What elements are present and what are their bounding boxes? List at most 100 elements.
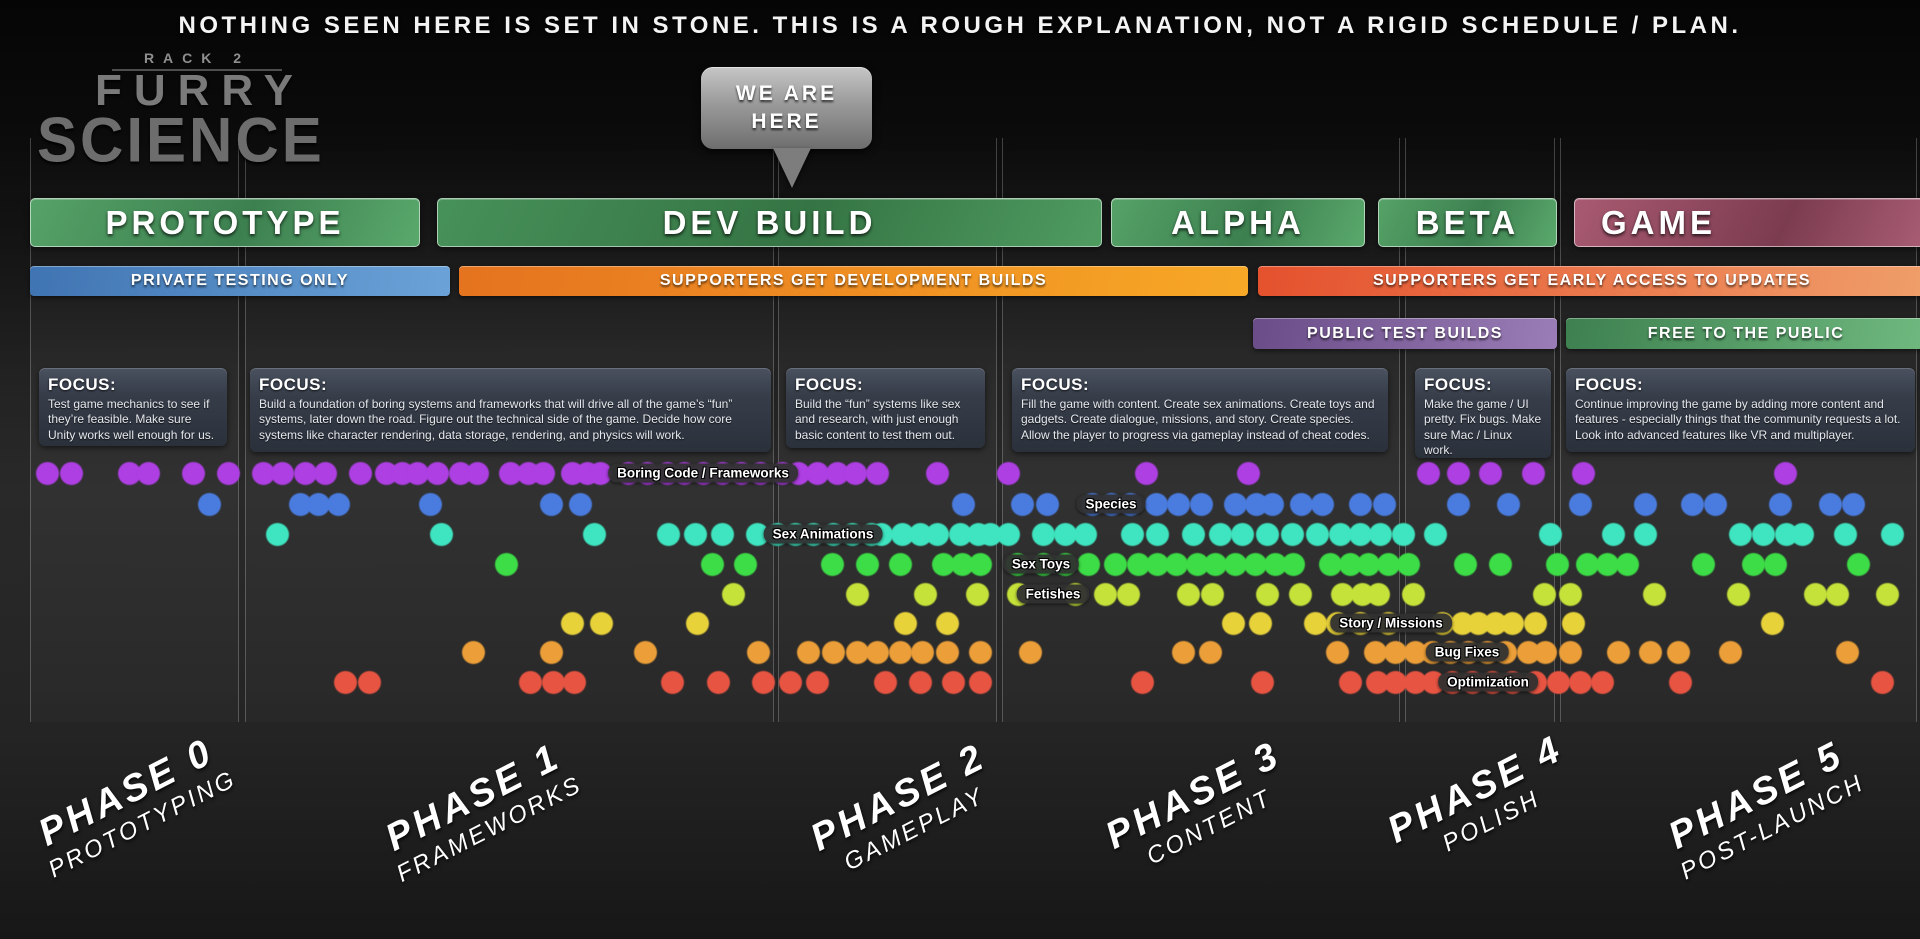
dot-species [539,492,563,516]
dot-species [1223,492,1247,516]
dot-fetishes [845,582,869,606]
focus-heading: FOCUS: [48,375,117,394]
focus-body: Build a foundation of boring systems and… [259,397,733,442]
dot-species [1166,492,1190,516]
dot-optimization [1668,670,1692,694]
dot-bug-fixes [1718,640,1742,664]
dot-sex-toys [1691,552,1715,576]
dot-sex-animations [683,522,707,546]
dot-species [1568,492,1592,516]
dot-boring-code [588,461,612,485]
dot-optimization [518,670,542,694]
dot-bug-fixes [461,640,485,664]
dot-story-missions [1466,611,1490,635]
focus-box-phase4: FOCUS: Make the game / UI pretty. Fix bu… [1415,368,1551,458]
dot-sex-toys [1126,552,1150,576]
dot-species [1010,492,1034,516]
dot-boring-code [35,461,59,485]
we-are-here-bubble: WE ARE HERE [701,67,872,149]
dot-sex-toys [1356,552,1380,576]
dot-bug-fixes [796,640,820,664]
dot-bug-fixes [865,640,889,664]
logo-science-text: SCIENCE [37,105,325,176]
dot-boring-code [425,461,449,485]
phase-label-0: PHASE 0 PROTOTYPING [0,692,309,919]
phase-label-2: PHASE 2 GAMEPLAY [729,697,1082,924]
dot-optimization [1568,670,1592,694]
dot-sex-animations [925,522,949,546]
dot-story-missions [893,611,917,635]
dot-boring-code [825,461,849,485]
dot-boring-code [865,461,889,485]
focus-box-phase2: FOCUS: Build the “fun” systems like sex … [786,368,985,448]
dot-sex-toys [931,552,955,576]
dot-bug-fixes [539,640,563,664]
dot-optimization [1403,670,1427,694]
dot-species [1768,492,1792,516]
dot-sex-toys [1164,552,1188,576]
dot-sex-toys [1263,552,1287,576]
dot-sex-toys [1763,552,1787,576]
dot-sex-animations [1601,522,1625,546]
dot-boring-code [1236,461,1260,485]
dot-sex-animations [1790,522,1814,546]
dot-bug-fixes [968,640,992,664]
dot-fetishes [1116,582,1140,606]
disclaimer-title: NOTHING SEEN HERE IS SET IN STONE. THIS … [178,12,1742,39]
dot-boring-code [251,461,275,485]
dot-sex-animations [1053,522,1077,546]
dot-optimization [873,670,897,694]
dot-bug-fixes [633,640,657,664]
dot-sex-animations [745,522,769,546]
dot-sex-animations [1120,522,1144,546]
dot-species [1310,492,1334,516]
dot-sex-toys [1575,552,1599,576]
dot-boring-code [117,461,141,485]
dot-boring-code [1521,461,1545,485]
dot-sex-toys [1376,552,1400,576]
dot-species [1289,492,1313,516]
dot-sex-animations [1328,522,1352,546]
dot-species [1496,492,1520,516]
dot-sex-animations [890,522,914,546]
dot-bug-fixes [1558,640,1582,664]
dot-sex-toys [1396,552,1420,576]
dot-bug-fixes [1835,640,1859,664]
dot-sex-animations [1633,522,1657,546]
dot-story-missions [560,611,584,635]
row-label-bug-fixes: Bug Fixes [1425,642,1509,662]
dot-story-missions [935,611,959,635]
row-label-sex-animations: Sex Animations [763,524,883,544]
focus-body: Make the game / UI pretty. Fix bugs. Mak… [1424,397,1542,458]
dot-fetishes [1803,582,1827,606]
dot-boring-code [996,461,1020,485]
stage-alpha: ALPHA [1111,198,1365,247]
dot-sex-toys [1615,552,1639,576]
dot-sex-animations [978,522,1002,546]
dot-bug-fixes [1666,640,1690,664]
dot-sex-toys [968,552,992,576]
dot-boring-code [216,461,240,485]
row-label-species: Species [1076,494,1146,514]
dot-sex-toys [1453,552,1477,576]
dot-sex-toys [1203,552,1227,576]
dot-story-missions [1221,611,1245,635]
dot-optimization [357,670,381,694]
dot-sex-toys [1741,552,1765,576]
dot-sex-toys [1243,552,1267,576]
dot-sex-animations [1073,522,1097,546]
stage-dev-build: DEV BUILD [437,198,1102,247]
dot-bug-fixes [1198,640,1222,664]
focus-body: Continue improving the game by adding mo… [1575,397,1901,442]
dot-boring-code [1416,461,1440,485]
dot-boring-code [498,461,522,485]
dot-story-missions [1303,611,1327,635]
phase-label-1: PHASE 1 FRAMEWORKS [304,697,657,924]
dot-optimization [1130,670,1154,694]
phase-label-line1: PHASE 1 [378,735,568,860]
dot-optimization [751,670,775,694]
dot-species [418,492,442,516]
focus-box-phase3: FOCUS: Fill the game with content. Creat… [1012,368,1388,452]
dot-sex-animations [1728,522,1752,546]
row-label-boring-code: Boring Code / Frameworks [608,463,798,483]
